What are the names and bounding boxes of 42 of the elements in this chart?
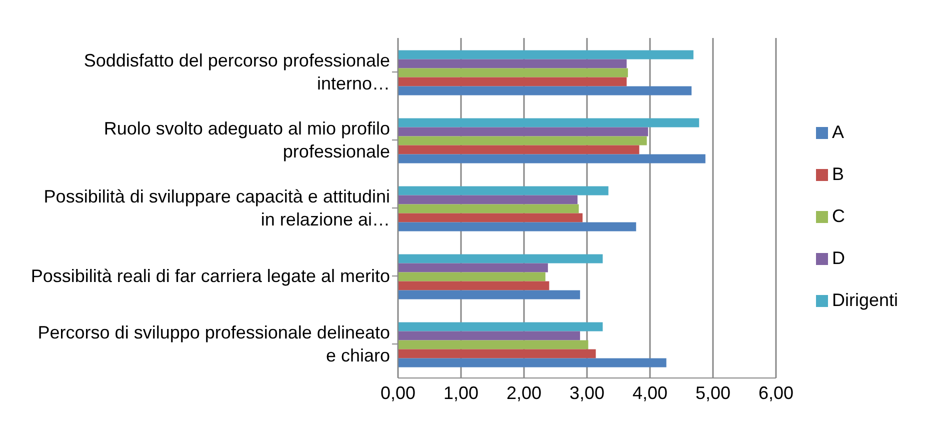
bar bbox=[398, 254, 603, 264]
y-tick-label: Soddisfatto del percorso professionale interno… bbox=[84, 50, 390, 94]
legend-label: A bbox=[832, 122, 844, 142]
y-tick-label: Percorso di sviluppo professionale delineato e chiaro bbox=[38, 322, 390, 366]
bar bbox=[398, 68, 628, 78]
bar bbox=[398, 136, 647, 146]
bar bbox=[398, 118, 700, 128]
bar bbox=[398, 281, 550, 290]
x-tick-label: 2,00 bbox=[506, 382, 542, 403]
bar bbox=[398, 127, 648, 136]
bar bbox=[398, 349, 596, 358]
legend-label: C bbox=[832, 206, 845, 226]
bar bbox=[398, 272, 546, 282]
bar bbox=[398, 59, 627, 68]
bar bbox=[398, 322, 603, 332]
bar bbox=[398, 86, 692, 96]
x-tick-label: 6,00 bbox=[758, 382, 794, 403]
bar bbox=[398, 145, 640, 154]
y-tick-label: Possibilità di sviluppare capacità e attitudini in relazione ai… bbox=[44, 186, 390, 230]
y-tick-label: Ruolo svolto adeguato al mio profilo professionale bbox=[104, 118, 390, 162]
bar bbox=[398, 195, 578, 204]
bar bbox=[398, 186, 608, 196]
legend-label: Dirigenti bbox=[832, 290, 898, 310]
bar bbox=[398, 77, 627, 86]
bar bbox=[398, 331, 580, 340]
x-tick-label: 0,00 bbox=[380, 382, 416, 403]
x-tick-label: 3,00 bbox=[569, 382, 605, 403]
x-tick-label: 4,00 bbox=[632, 382, 668, 403]
y-tick-label: Possibilità reali di far carriera legate al merito bbox=[30, 266, 390, 286]
bar bbox=[398, 204, 579, 214]
x-tick-label: 5,00 bbox=[695, 382, 730, 403]
x-tick-label: 1,00 bbox=[443, 382, 479, 403]
bar bbox=[398, 50, 694, 60]
legend-label: B bbox=[832, 164, 844, 184]
bar bbox=[398, 222, 636, 232]
bar bbox=[398, 358, 666, 368]
bar bbox=[398, 340, 588, 350]
bar bbox=[398, 213, 583, 222]
bar bbox=[398, 290, 580, 300]
bar bbox=[398, 154, 706, 164]
legend-label: D bbox=[832, 248, 845, 268]
bar bbox=[398, 263, 548, 272]
